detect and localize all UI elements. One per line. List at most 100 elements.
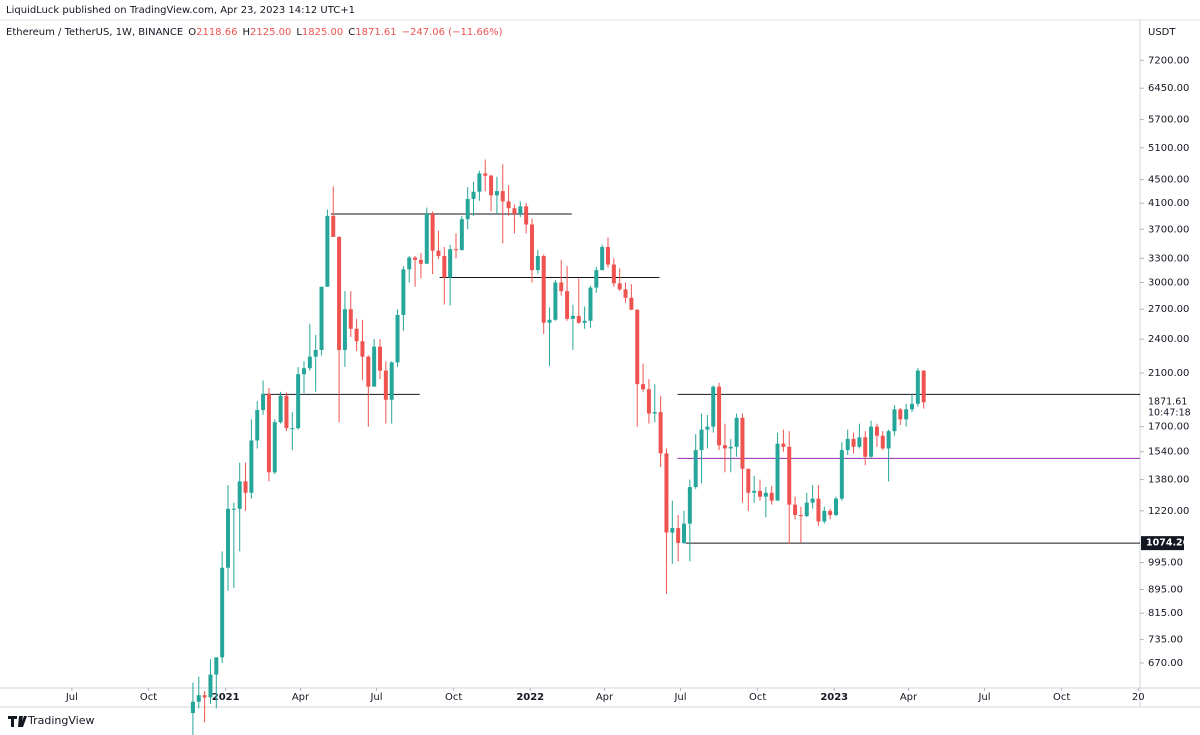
candle-body: [711, 386, 716, 427]
candle-body: [816, 498, 821, 522]
candle-body: [746, 468, 751, 493]
candle-body: [378, 346, 382, 371]
candle-body: [641, 384, 646, 390]
candle-body: [880, 435, 885, 449]
legend-prefix: O: [188, 27, 196, 38]
candle-body: [834, 498, 838, 516]
x-tick-label: Oct: [140, 692, 157, 703]
candle-body: [231, 508, 236, 510]
candle-body: [436, 250, 441, 257]
candle-body: [530, 224, 534, 271]
x-tick-label: Apr: [596, 692, 614, 703]
candle-body: [611, 264, 616, 284]
candle-body: [629, 297, 634, 310]
candle-body: [506, 201, 511, 209]
currency: USDT: [1148, 27, 1176, 38]
candle-body: [576, 315, 581, 323]
candle-body: [190, 701, 195, 714]
candle-body: [454, 249, 458, 251]
candle-body: [214, 657, 219, 675]
candle-body: [535, 256, 540, 271]
y-tick-label: 3000.00: [1148, 277, 1189, 288]
candle-body: [594, 270, 599, 288]
level-price-label: 1074.26: [1146, 538, 1190, 549]
candle-body: [623, 289, 628, 298]
legend-prefix: L: [296, 27, 302, 38]
candle-body: [851, 438, 856, 447]
countdown: 10:47:18: [1148, 408, 1191, 419]
y-tick-label: 815.00: [1148, 608, 1183, 619]
candle-body: [313, 349, 318, 357]
candle-body: [869, 426, 874, 457]
candle-body: [664, 453, 669, 533]
candle-body: [407, 257, 412, 270]
y-tick-label: 5100.00: [1148, 143, 1189, 154]
candle-body: [565, 291, 570, 319]
brand-name: TradingView: [27, 714, 94, 727]
candle-body: [670, 528, 675, 533]
x-tick-label: Oct: [749, 692, 766, 703]
candle-body: [804, 502, 809, 517]
y-tick-label: 1700.00: [1148, 422, 1189, 433]
candle-body: [202, 695, 207, 698]
candle-body: [459, 219, 464, 250]
candle-body: [787, 446, 792, 505]
candle-body: [658, 412, 663, 454]
candle-body: [863, 437, 868, 457]
candle-body: [249, 440, 254, 493]
candle-body: [325, 215, 330, 287]
x-tick-label: Oct: [1053, 692, 1070, 703]
candle-body: [261, 393, 266, 411]
candle-body: [547, 319, 552, 323]
candle-body: [518, 206, 523, 214]
y-tick-label: 895.00: [1148, 584, 1183, 595]
candle-body: [348, 309, 353, 329]
candle-body: [705, 426, 710, 430]
candle-body: [810, 498, 815, 503]
candle-body: [921, 370, 926, 403]
candle-body: [512, 208, 517, 214]
x-tick-label: Jul: [65, 692, 78, 703]
y-tick-label: 735.00: [1148, 634, 1183, 645]
candle-body: [360, 341, 365, 357]
candle-body: [500, 191, 505, 202]
y-tick-label: 2400.00: [1148, 334, 1189, 345]
y-tick-label: 4500.00: [1148, 175, 1189, 186]
y-tick-label: 6450.00: [1148, 83, 1189, 94]
candle-body: [693, 450, 698, 488]
legend-change: −247.06 (−11.66%): [402, 27, 503, 38]
candle-body: [366, 356, 371, 387]
y-tick-label: 1540.00: [1148, 447, 1189, 458]
y-tick-label: 670.00: [1148, 658, 1183, 669]
candle-body: [389, 362, 394, 400]
candle-body: [331, 215, 336, 237]
candle-body: [758, 490, 762, 497]
candle-body: [740, 417, 745, 469]
candle-body: [728, 446, 733, 449]
brand-logo: [8, 716, 27, 727]
candle-body: [541, 256, 546, 323]
y-tick-label: 1380.00: [1148, 475, 1189, 486]
candle-body: [255, 410, 260, 441]
candle-body: [559, 282, 564, 292]
y-tick-label: 3300.00: [1148, 253, 1189, 264]
publisher: LiquidLuck published on TradingView.com,…: [6, 5, 355, 16]
candle-body: [606, 247, 610, 265]
x-tick-label: 20: [1132, 692, 1145, 703]
legend-value: 2125.00: [250, 27, 291, 38]
legend-prefix: H: [242, 27, 250, 38]
candle-body: [722, 445, 727, 449]
candle-body: [395, 314, 400, 363]
candle-body: [582, 320, 587, 323]
candle-body: [354, 328, 359, 342]
candle-body: [401, 269, 406, 315]
y-tick-label: 5700.00: [1148, 115, 1189, 126]
candle-body: [682, 523, 686, 543]
x-tick-label: Apr: [900, 692, 918, 703]
candle-body: [342, 309, 347, 350]
candle-body: [892, 409, 897, 432]
candle-body: [196, 695, 201, 702]
candle-body: [220, 567, 225, 658]
candle-body: [383, 370, 388, 400]
